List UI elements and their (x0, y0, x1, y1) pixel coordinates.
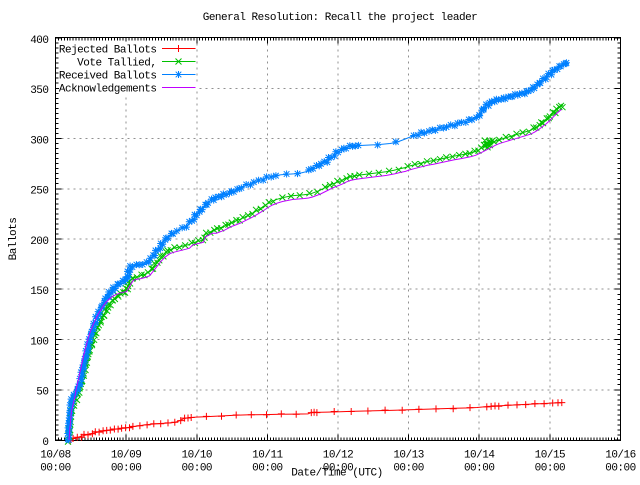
svg-text:10/12: 10/12 (323, 450, 354, 462)
svg-text:100: 100 (30, 336, 48, 348)
svg-text:0: 0 (42, 437, 48, 449)
svg-text:00:00: 00:00 (252, 463, 283, 475)
svg-text:Ballots: Ballots (8, 218, 20, 261)
svg-text:Acknowledgements: Acknowledgements (59, 84, 157, 96)
svg-text:00:00: 00:00 (40, 463, 71, 475)
svg-text:10/16: 10/16 (605, 450, 636, 462)
svg-text:00:00: 00:00 (111, 463, 142, 475)
svg-text:00:00: 00:00 (323, 463, 354, 475)
svg-text:00:00: 00:00 (605, 463, 636, 475)
svg-text:Vote Tallied,: Vote Tallied, (77, 58, 156, 70)
svg-text:10/09: 10/09 (111, 450, 142, 462)
svg-text:10/10: 10/10 (182, 450, 213, 462)
svg-text:00:00: 00:00 (535, 463, 566, 475)
svg-text:General Resolution: Recall the: General Resolution: Recall the project l… (203, 12, 478, 24)
svg-text:250: 250 (30, 186, 48, 198)
svg-text:200: 200 (30, 236, 48, 248)
svg-text:Received Ballots: Received Ballots (59, 71, 157, 83)
svg-text:00:00: 00:00 (182, 463, 213, 475)
svg-text:50: 50 (36, 387, 48, 399)
svg-text:10/14: 10/14 (464, 450, 495, 462)
svg-text:00:00: 00:00 (464, 463, 495, 475)
svg-text:10/15: 10/15 (535, 450, 566, 462)
svg-text:10/08: 10/08 (40, 450, 71, 462)
svg-text:350: 350 (30, 85, 48, 97)
svg-text:Rejected Ballots: Rejected Ballots (59, 45, 157, 57)
svg-text:300: 300 (30, 135, 48, 147)
svg-text:10/11: 10/11 (252, 450, 283, 462)
svg-text:10/13: 10/13 (393, 450, 424, 462)
svg-text:00:00: 00:00 (393, 463, 424, 475)
svg-text:150: 150 (30, 286, 48, 298)
svg-text:400: 400 (30, 35, 48, 47)
svg-text:Date/Time (UTC): Date/Time (UTC) (291, 468, 383, 480)
